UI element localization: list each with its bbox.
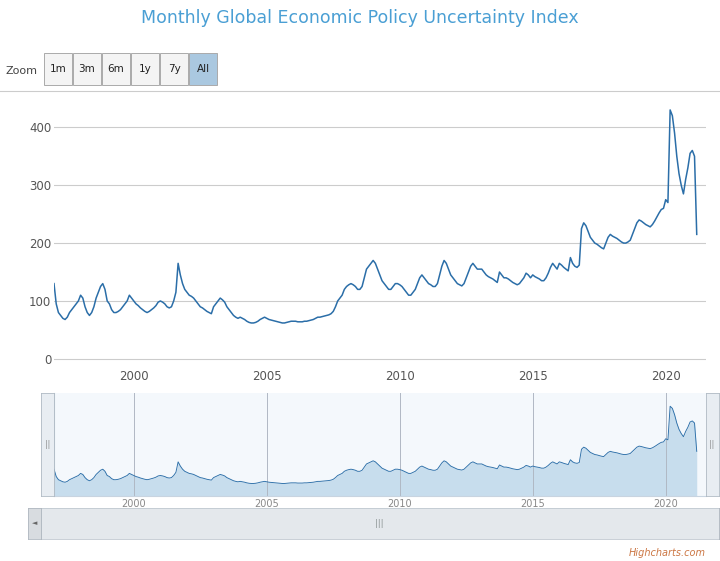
Text: ◄: ◄	[32, 520, 37, 526]
Text: ||: ||	[709, 440, 715, 449]
Text: Monthly Global Economic Policy Uncertainty Index: Monthly Global Economic Policy Uncertain…	[141, 8, 579, 27]
Bar	[160, 53, 188, 85]
Text: Highcharts.com: Highcharts.com	[629, 548, 706, 558]
Text: All: All	[197, 64, 210, 73]
Text: Zoom: Zoom	[5, 66, 37, 76]
Text: 6m: 6m	[107, 64, 125, 73]
Text: 1y: 1y	[139, 64, 151, 73]
Text: |||: |||	[376, 518, 384, 528]
Text: 3m: 3m	[78, 64, 95, 73]
Bar	[102, 53, 130, 85]
Bar	[189, 53, 217, 85]
Bar	[131, 53, 159, 85]
Text: ||: ||	[45, 440, 50, 449]
Text: 7y: 7y	[168, 64, 181, 73]
Text: 1m: 1m	[50, 64, 66, 73]
Bar	[44, 53, 72, 85]
Bar	[73, 53, 101, 85]
